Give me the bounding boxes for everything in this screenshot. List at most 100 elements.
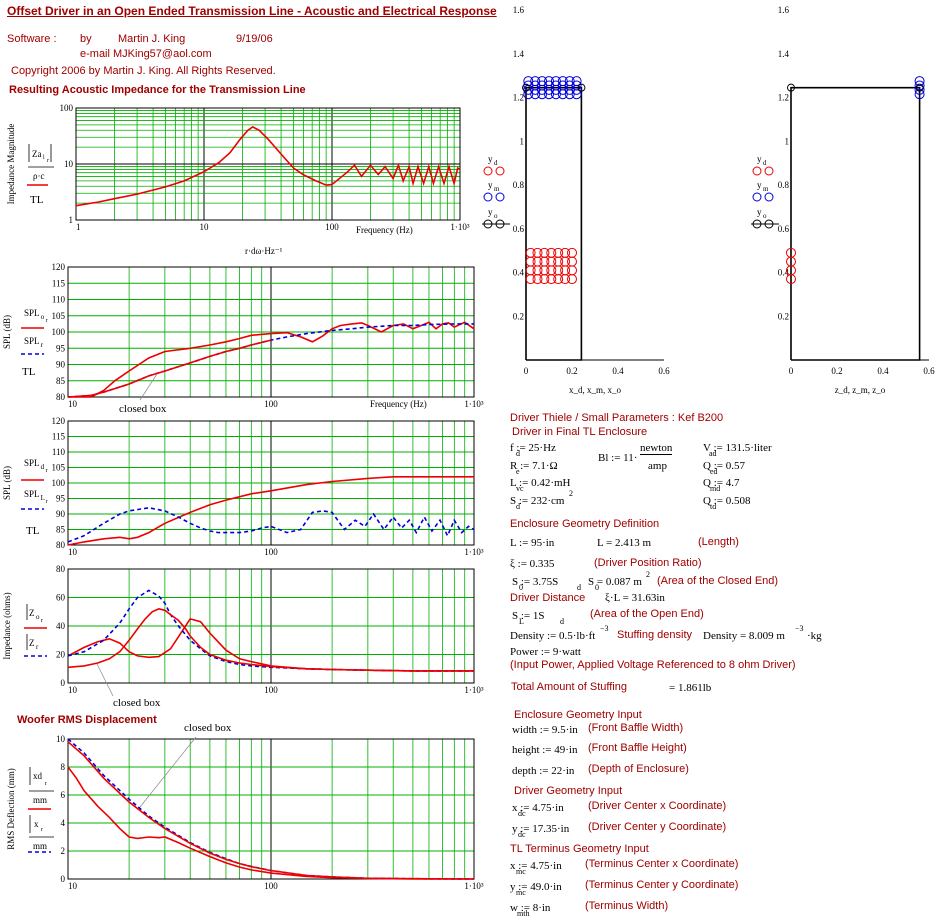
legend-ym-sub: m — [494, 185, 500, 193]
woofer-heading: Woofer RMS Displacement — [17, 714, 157, 726]
y-tick-label: 85 — [56, 376, 66, 386]
param-density-label: Stuffing density — [617, 629, 693, 641]
param-height: height := 49·in — [512, 744, 578, 756]
x-tick-label: 100 — [264, 881, 278, 891]
param-sl-note: (Area of the Open End) — [590, 608, 704, 620]
legend-yo-text: y — [757, 207, 762, 217]
page-title: Offset Driver in an Open Ended Transmiss… — [7, 4, 497, 18]
series-line-2 — [67, 608, 474, 672]
y-tick-label: 1 — [69, 215, 74, 225]
y-tick-label: 80 — [56, 564, 66, 574]
legend-tl: TL — [30, 194, 44, 206]
spl-driver-chart: 80 85 90 95 100 105 110 115 120 10 100 1·10³ SPL (dB… — [2, 416, 484, 557]
param-qed: Q := 0.57 — [703, 460, 745, 472]
driver-circle — [539, 247, 550, 258]
legend-zo-text: Z — [29, 608, 35, 618]
param-sl-sub2: d — [560, 617, 564, 626]
legend-x-text: x — [34, 819, 39, 829]
x-tick-label: 0 — [524, 366, 529, 376]
driver-circle — [546, 247, 557, 258]
x-tick-label: 0 — [789, 366, 794, 376]
param-bl-num: newton — [640, 442, 673, 455]
terminus-circle — [530, 76, 541, 87]
legend-za-sub: l — [43, 155, 45, 161]
legend-den: ρ·c — [33, 171, 44, 181]
plot-frame — [67, 568, 475, 684]
y-tick-label: 120 — [52, 416, 66, 426]
legend-yd-text: y — [757, 154, 762, 164]
legend-yd-text: y — [488, 154, 493, 164]
y-tick-label: 1.6 — [778, 5, 790, 15]
legend-spll-sub: L — [41, 494, 45, 502]
legend-yd-marker — [764, 166, 774, 176]
y-tick-label: 110 — [52, 295, 66, 305]
y-axis-label: RMS Deflection (mm) — [6, 768, 16, 850]
legend-za-sub2: r — [47, 158, 49, 164]
y-tick-label: 1.4 — [778, 49, 790, 59]
y-tick-label: 95 — [56, 343, 66, 353]
plot-frame — [67, 420, 475, 546]
param-xdc: x := 4.75·in — [512, 802, 564, 814]
y-tick-label: 0 — [61, 874, 66, 884]
param-ymc-sub: mc — [516, 888, 526, 897]
plot-frame — [67, 738, 475, 880]
x-tick-label: 1 — [76, 222, 81, 232]
y-tick-label: 10 — [64, 159, 74, 169]
driver-circle — [567, 274, 577, 285]
y-tick-label: 90 — [56, 360, 66, 370]
param-depth: depth := 22·in — [512, 765, 575, 777]
plot-frame — [75, 107, 461, 221]
x-tick-label: 1·10³ — [464, 399, 483, 409]
y-tick-label: 0.6 — [778, 224, 790, 234]
legend-den-2: mm — [33, 841, 47, 851]
x-tick-label: 1·10³ — [464, 685, 483, 695]
y-tick-label: 20 — [56, 650, 66, 660]
param-ymc-note: (Terminus Center y Coordinate) — [585, 879, 739, 891]
driver-circle — [560, 247, 571, 258]
terminus-circle — [550, 76, 561, 87]
param-wmth: w := 8·in — [510, 902, 551, 914]
param-density-result: Density = 8.009 m — [703, 630, 785, 642]
legend-ym-marker — [495, 192, 505, 202]
param-qmd-sub: md — [710, 484, 721, 493]
legend-yd-marker — [483, 166, 493, 176]
x-tick-label: 0.2 — [566, 366, 577, 376]
param-lvc-sub: vc — [516, 484, 524, 493]
email: e-mail MJKing57@aol.com — [80, 48, 212, 60]
param-s0-result-sup: 2 — [646, 570, 650, 579]
y-tick-label: 90 — [56, 509, 66, 519]
y-tick-label: 100 — [52, 327, 66, 337]
x-tick-label: 0.6 — [658, 366, 670, 376]
series-line-1 — [67, 506, 475, 543]
x-axis-label: z_d, z_m, z_o — [835, 385, 886, 395]
legend-splo-sub2: r — [46, 318, 48, 324]
plot-frame — [67, 266, 475, 398]
x-axis-label: x_d, x_m, x_o — [569, 385, 622, 395]
x-tick-label: 100 — [264, 399, 278, 409]
param-s0-sub2: d — [577, 583, 581, 592]
y-tick-label: 1 — [785, 136, 790, 146]
legend-yd-sub: d — [494, 159, 498, 167]
param-vas-sub: ad — [709, 449, 717, 458]
y-tick-label: 1.2 — [513, 93, 524, 103]
open-end-marker — [577, 83, 586, 92]
legend-ym-marker — [483, 192, 493, 202]
param-sl: S := 1S — [512, 610, 545, 622]
terminus-circle — [523, 76, 534, 87]
legend-spld-text: SPL — [24, 458, 40, 468]
y-tick-label: 100 — [52, 478, 66, 488]
ts-subheading: Driver in Final TL Enclosure — [512, 426, 648, 438]
y-tick-label: 0.4 — [513, 268, 525, 278]
legend-den: mm — [33, 795, 47, 805]
software-label: Software : — [7, 33, 57, 45]
param-fd-sub: d — [516, 449, 520, 458]
driver-circle — [567, 247, 577, 258]
x-tick-label: 0.4 — [877, 366, 889, 376]
y-tick-label: 6 — [61, 790, 66, 800]
driver-circle — [567, 265, 577, 276]
y-tick-label: 80 — [56, 540, 66, 550]
param-fd: f := 25·Hz — [510, 442, 556, 454]
x-tick-label: 100 — [264, 685, 278, 695]
param-sl-sub: L — [519, 617, 524, 626]
param-power-note: (Input Power, Applied Voltage Referenced… — [510, 659, 796, 671]
